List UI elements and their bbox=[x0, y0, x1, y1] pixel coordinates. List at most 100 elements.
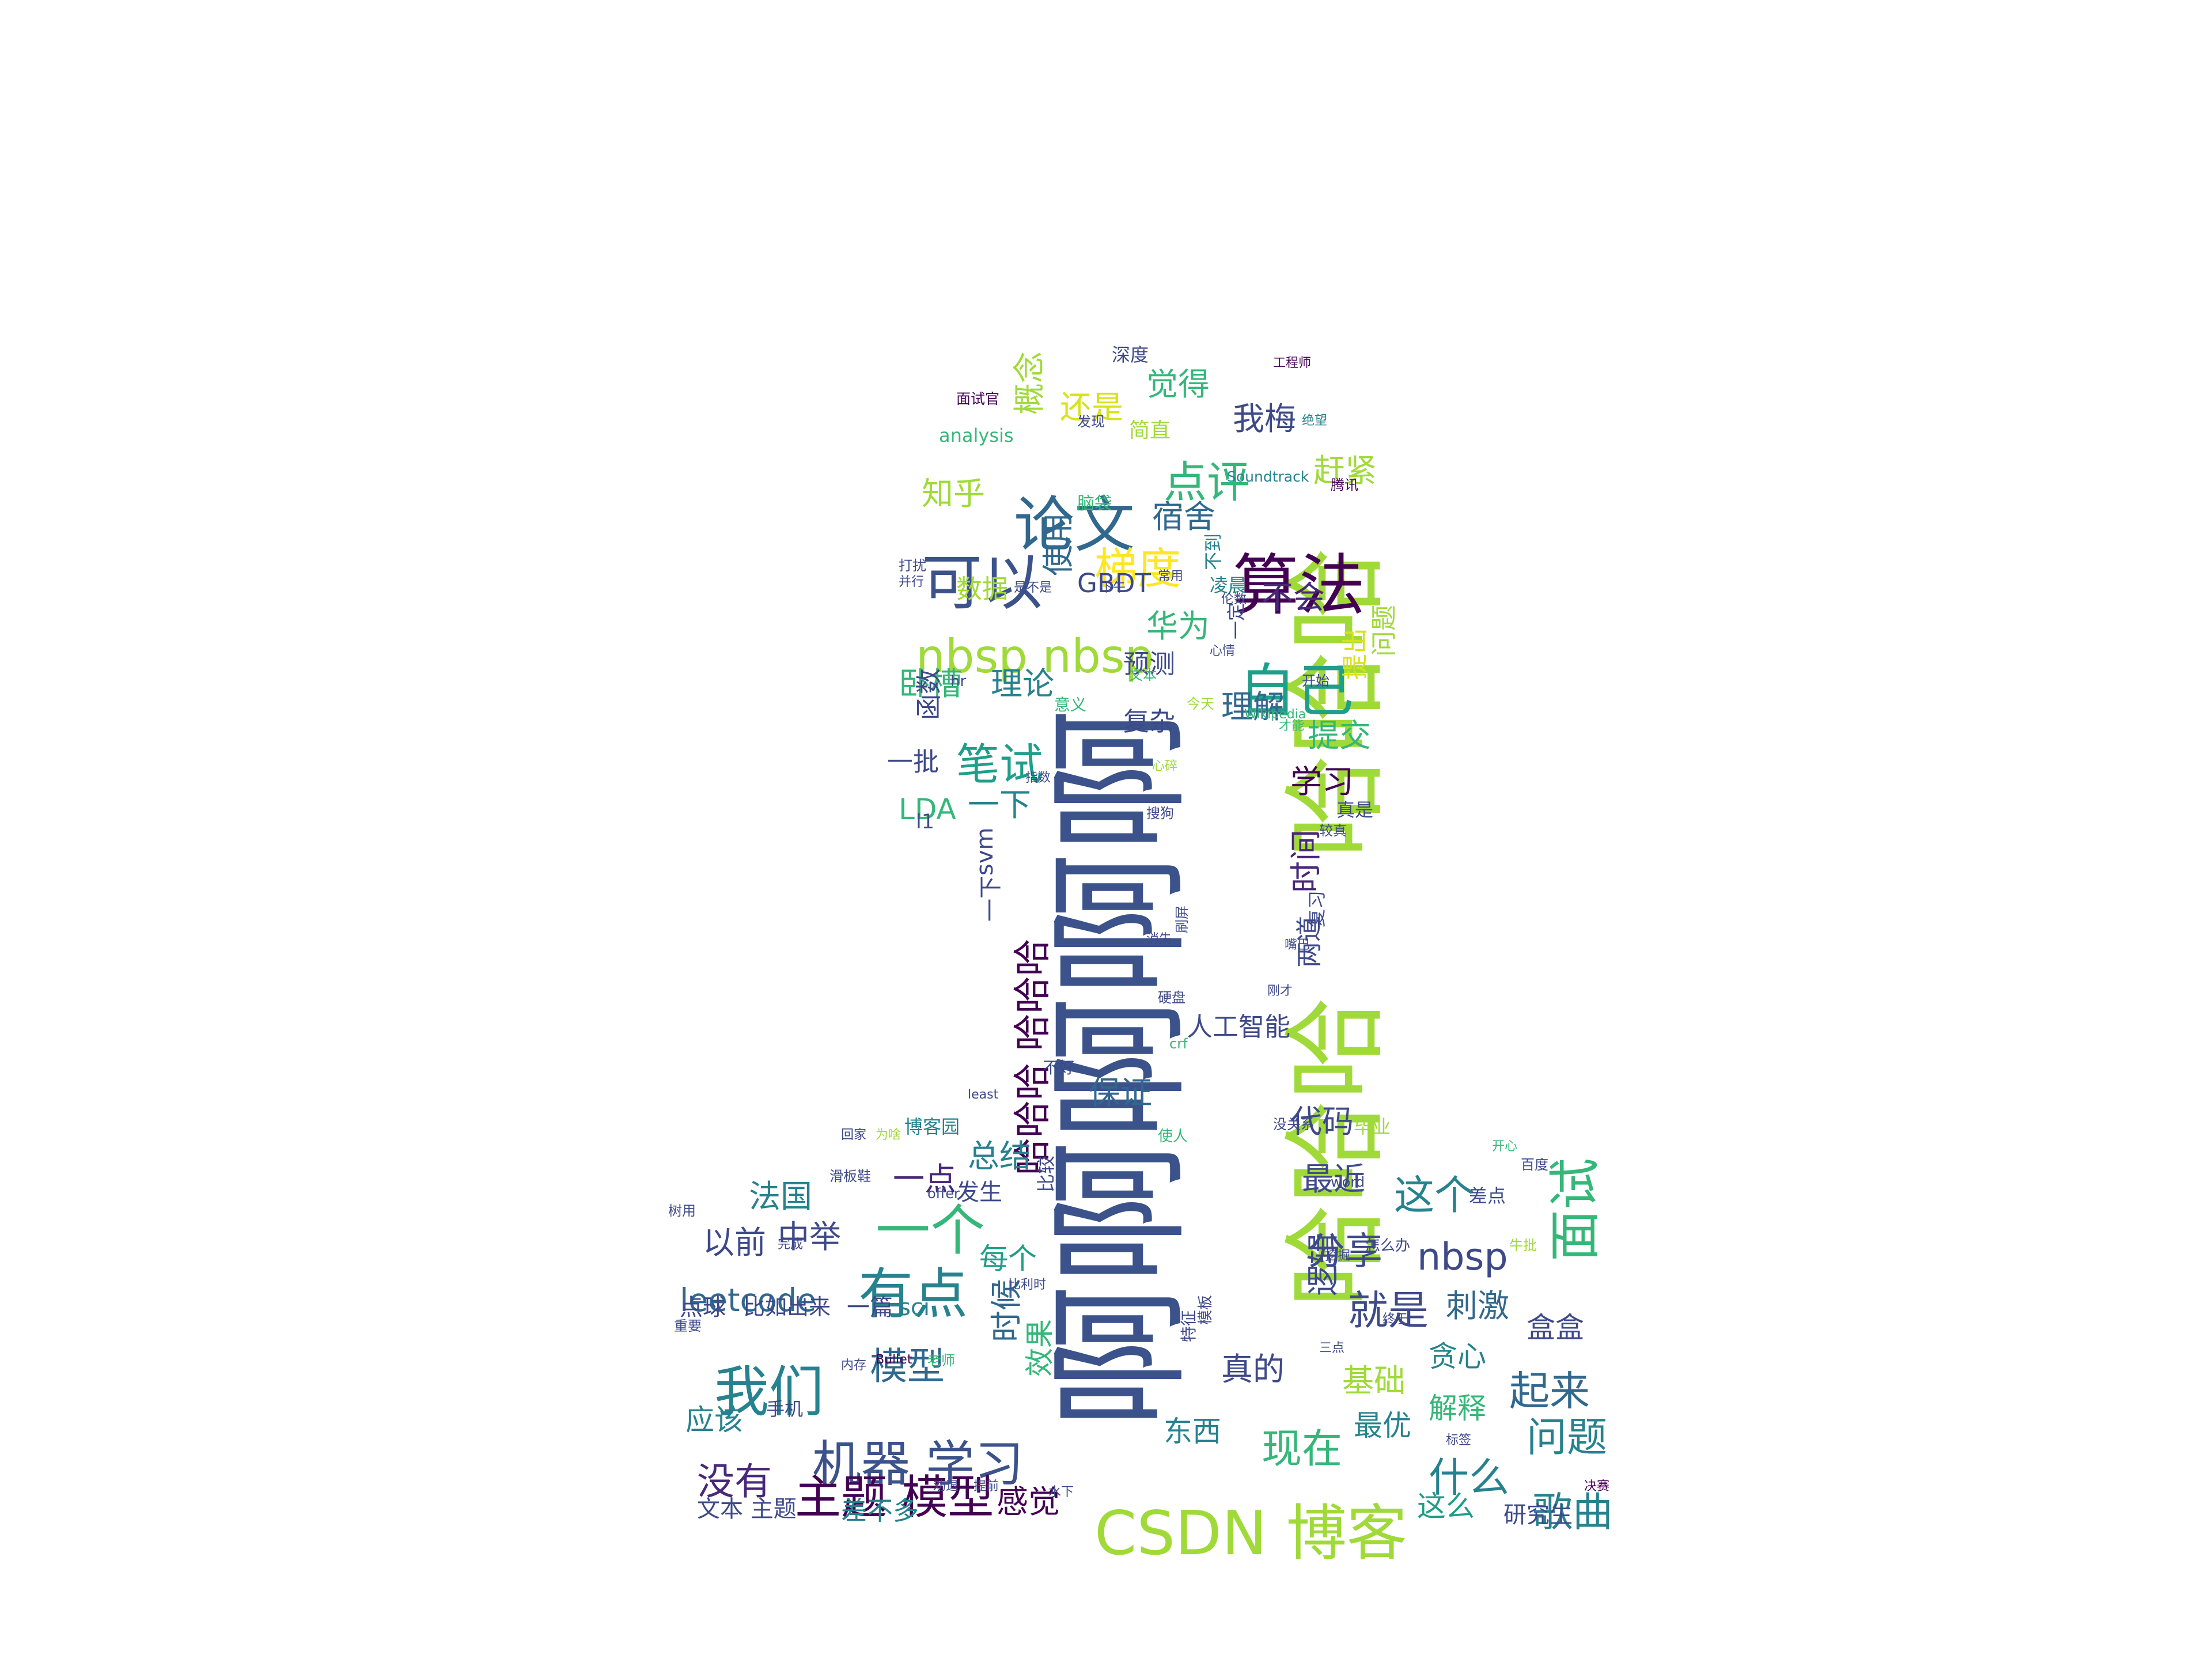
cloud-word: 意义 bbox=[1054, 695, 1087, 714]
cloud-word: 主题 模型 bbox=[795, 1471, 994, 1524]
cloud-word: crf bbox=[1169, 1036, 1188, 1052]
cloud-word: 真是 bbox=[1336, 799, 1374, 821]
cloud-word: 三点 bbox=[1319, 1341, 1345, 1355]
cloud-word: 使人 bbox=[1158, 1128, 1188, 1145]
cloud-word: 华为 bbox=[1146, 608, 1210, 645]
cloud-word: 老师 bbox=[927, 1353, 955, 1369]
cloud-word: 面试 bbox=[1545, 1158, 1605, 1262]
cloud-word: 机器 学习 bbox=[812, 1436, 1024, 1493]
cloud-word: 开心 bbox=[1492, 1139, 1518, 1154]
cloud-word: 解释 bbox=[1429, 1392, 1486, 1425]
cloud-word: 文本 bbox=[1129, 667, 1157, 683]
cloud-word: 绝望 bbox=[1302, 414, 1328, 428]
cloud-word: 最近 bbox=[1302, 1161, 1366, 1198]
cloud-word: 应该 bbox=[685, 1403, 743, 1437]
cloud-word: 总结 bbox=[968, 1138, 1032, 1175]
cloud-word: 不到 bbox=[1202, 533, 1224, 570]
cloud-word: 今天 bbox=[1187, 696, 1214, 712]
cloud-word: 决赛 bbox=[1584, 1479, 1610, 1494]
cloud-word: 伦数 bbox=[1221, 592, 1247, 607]
cloud-word: 消失 bbox=[1146, 932, 1172, 946]
cloud-word: 提前 bbox=[974, 1479, 999, 1494]
cloud-word: 比利时 bbox=[1008, 1278, 1047, 1292]
cloud-word: 刺激 bbox=[1446, 1287, 1510, 1324]
cloud-word: 梯度 bbox=[1094, 543, 1181, 594]
cloud-word: 学习 bbox=[1290, 763, 1354, 800]
cloud-word: 点球 bbox=[680, 1294, 726, 1321]
cloud-word: 一个 bbox=[876, 1199, 986, 1263]
cloud-word: 劝退 bbox=[933, 1479, 959, 1494]
cloud-word: 下午 bbox=[1100, 581, 1126, 595]
cloud-word: LDA bbox=[899, 793, 956, 826]
cloud-word: 效果 bbox=[1023, 1319, 1056, 1377]
cloud-word: 没关系 bbox=[1273, 1116, 1315, 1132]
cloud-word: nbsp nbsp bbox=[916, 630, 1154, 683]
cloud-word: 手机 bbox=[766, 1398, 804, 1420]
cloud-word: 深度 bbox=[1112, 344, 1149, 366]
cloud-word: leetcode bbox=[680, 1282, 817, 1319]
cloud-word: 毕业 bbox=[1354, 1116, 1391, 1138]
cloud-word: 每个 bbox=[979, 1242, 1037, 1275]
cloud-word: 东西 bbox=[1164, 1415, 1221, 1448]
cloud-word: 贪心 bbox=[1429, 1340, 1486, 1373]
cloud-word: 心情 bbox=[1210, 644, 1236, 658]
cloud-word: 以前 bbox=[703, 1224, 767, 1261]
cloud-word: 不好 bbox=[1043, 1058, 1075, 1077]
cloud-word: 并行 bbox=[899, 575, 925, 589]
cloud-word: 觉得 bbox=[1146, 366, 1210, 403]
cloud-word: 卧槽 bbox=[899, 665, 963, 702]
cloud-word: 水下 bbox=[1048, 1485, 1074, 1499]
cloud-word: 搜狗 bbox=[1146, 805, 1174, 821]
cloud-word: 时间 bbox=[1287, 829, 1324, 893]
cloud-word: analysis bbox=[939, 425, 1014, 446]
cloud-word: nbsp bbox=[1417, 1236, 1508, 1279]
cloud-word: l1 bbox=[916, 810, 934, 834]
cloud-word: sci bbox=[899, 1294, 930, 1321]
cloud-word: GBDT bbox=[1077, 568, 1151, 599]
cloud-word: 复习 bbox=[1306, 890, 1328, 927]
cloud-word: 保证 bbox=[1089, 1074, 1153, 1111]
cloud-word: 最优 bbox=[1354, 1409, 1411, 1442]
cloud-word: least bbox=[968, 1088, 999, 1102]
cloud-word: 复杂 bbox=[1123, 706, 1176, 737]
cloud-word: 重要 bbox=[674, 1318, 702, 1334]
cloud-word: 算法 bbox=[1233, 547, 1366, 624]
cloud-word: 发生 bbox=[956, 1179, 1002, 1206]
cloud-word: 一批 bbox=[887, 747, 940, 777]
cloud-word: 理论 bbox=[991, 665, 1055, 702]
cloud-word: 自己 bbox=[1238, 657, 1354, 725]
cloud-word: 没有 bbox=[697, 1460, 772, 1503]
cloud-word: 硬盘 bbox=[1158, 990, 1185, 1006]
cloud-word: 一定 bbox=[1225, 602, 1247, 639]
cloud-word: 内存 bbox=[841, 1358, 867, 1373]
cloud-word: 腾讯 bbox=[1331, 477, 1358, 493]
cloud-word: 中举 bbox=[778, 1218, 842, 1255]
cloud-word: 真的 bbox=[1221, 1351, 1285, 1388]
cloud-word: 歌曲 bbox=[1532, 1488, 1613, 1536]
cloud-word: 使用 bbox=[1040, 512, 1077, 576]
cloud-word: 这么 bbox=[1417, 1490, 1475, 1523]
cloud-word: 嘴巴 bbox=[1285, 938, 1310, 952]
cloud-word: 刚才 bbox=[1267, 984, 1293, 998]
cloud-word: 可以 bbox=[922, 548, 1043, 618]
cloud-word: 指数 bbox=[1025, 771, 1051, 785]
cloud-word: 较真 bbox=[1319, 823, 1347, 839]
cloud-word: Soundtrack bbox=[1227, 468, 1309, 485]
cloud-word: 终于 bbox=[1382, 1312, 1408, 1327]
cloud-word: 概念 bbox=[1011, 351, 1048, 415]
cloud-word: 一下 bbox=[968, 786, 1032, 823]
cloud-word: CSDN 博客 bbox=[1094, 1498, 1407, 1569]
cloud-word: 人工智能 bbox=[1187, 1012, 1291, 1042]
cloud-word: 发现 bbox=[1077, 414, 1105, 430]
cloud-word: 有点 bbox=[858, 1263, 968, 1326]
cloud-word: 常用 bbox=[1158, 569, 1184, 584]
cloud-word: 凌晨 bbox=[1210, 574, 1247, 596]
cloud-word: 怎么办 bbox=[1365, 1237, 1411, 1255]
cloud-word: 我们 bbox=[714, 1361, 824, 1424]
cloud-word: 打扰 bbox=[899, 558, 926, 574]
cloud-word: 问题 bbox=[1527, 1414, 1607, 1461]
cloud-word: 模板 bbox=[1197, 1294, 1214, 1325]
cloud-word: 完成 bbox=[778, 1237, 804, 1252]
cloud-word: 刷屏 bbox=[1174, 906, 1190, 933]
cloud-word: 比较 bbox=[1035, 1155, 1057, 1192]
